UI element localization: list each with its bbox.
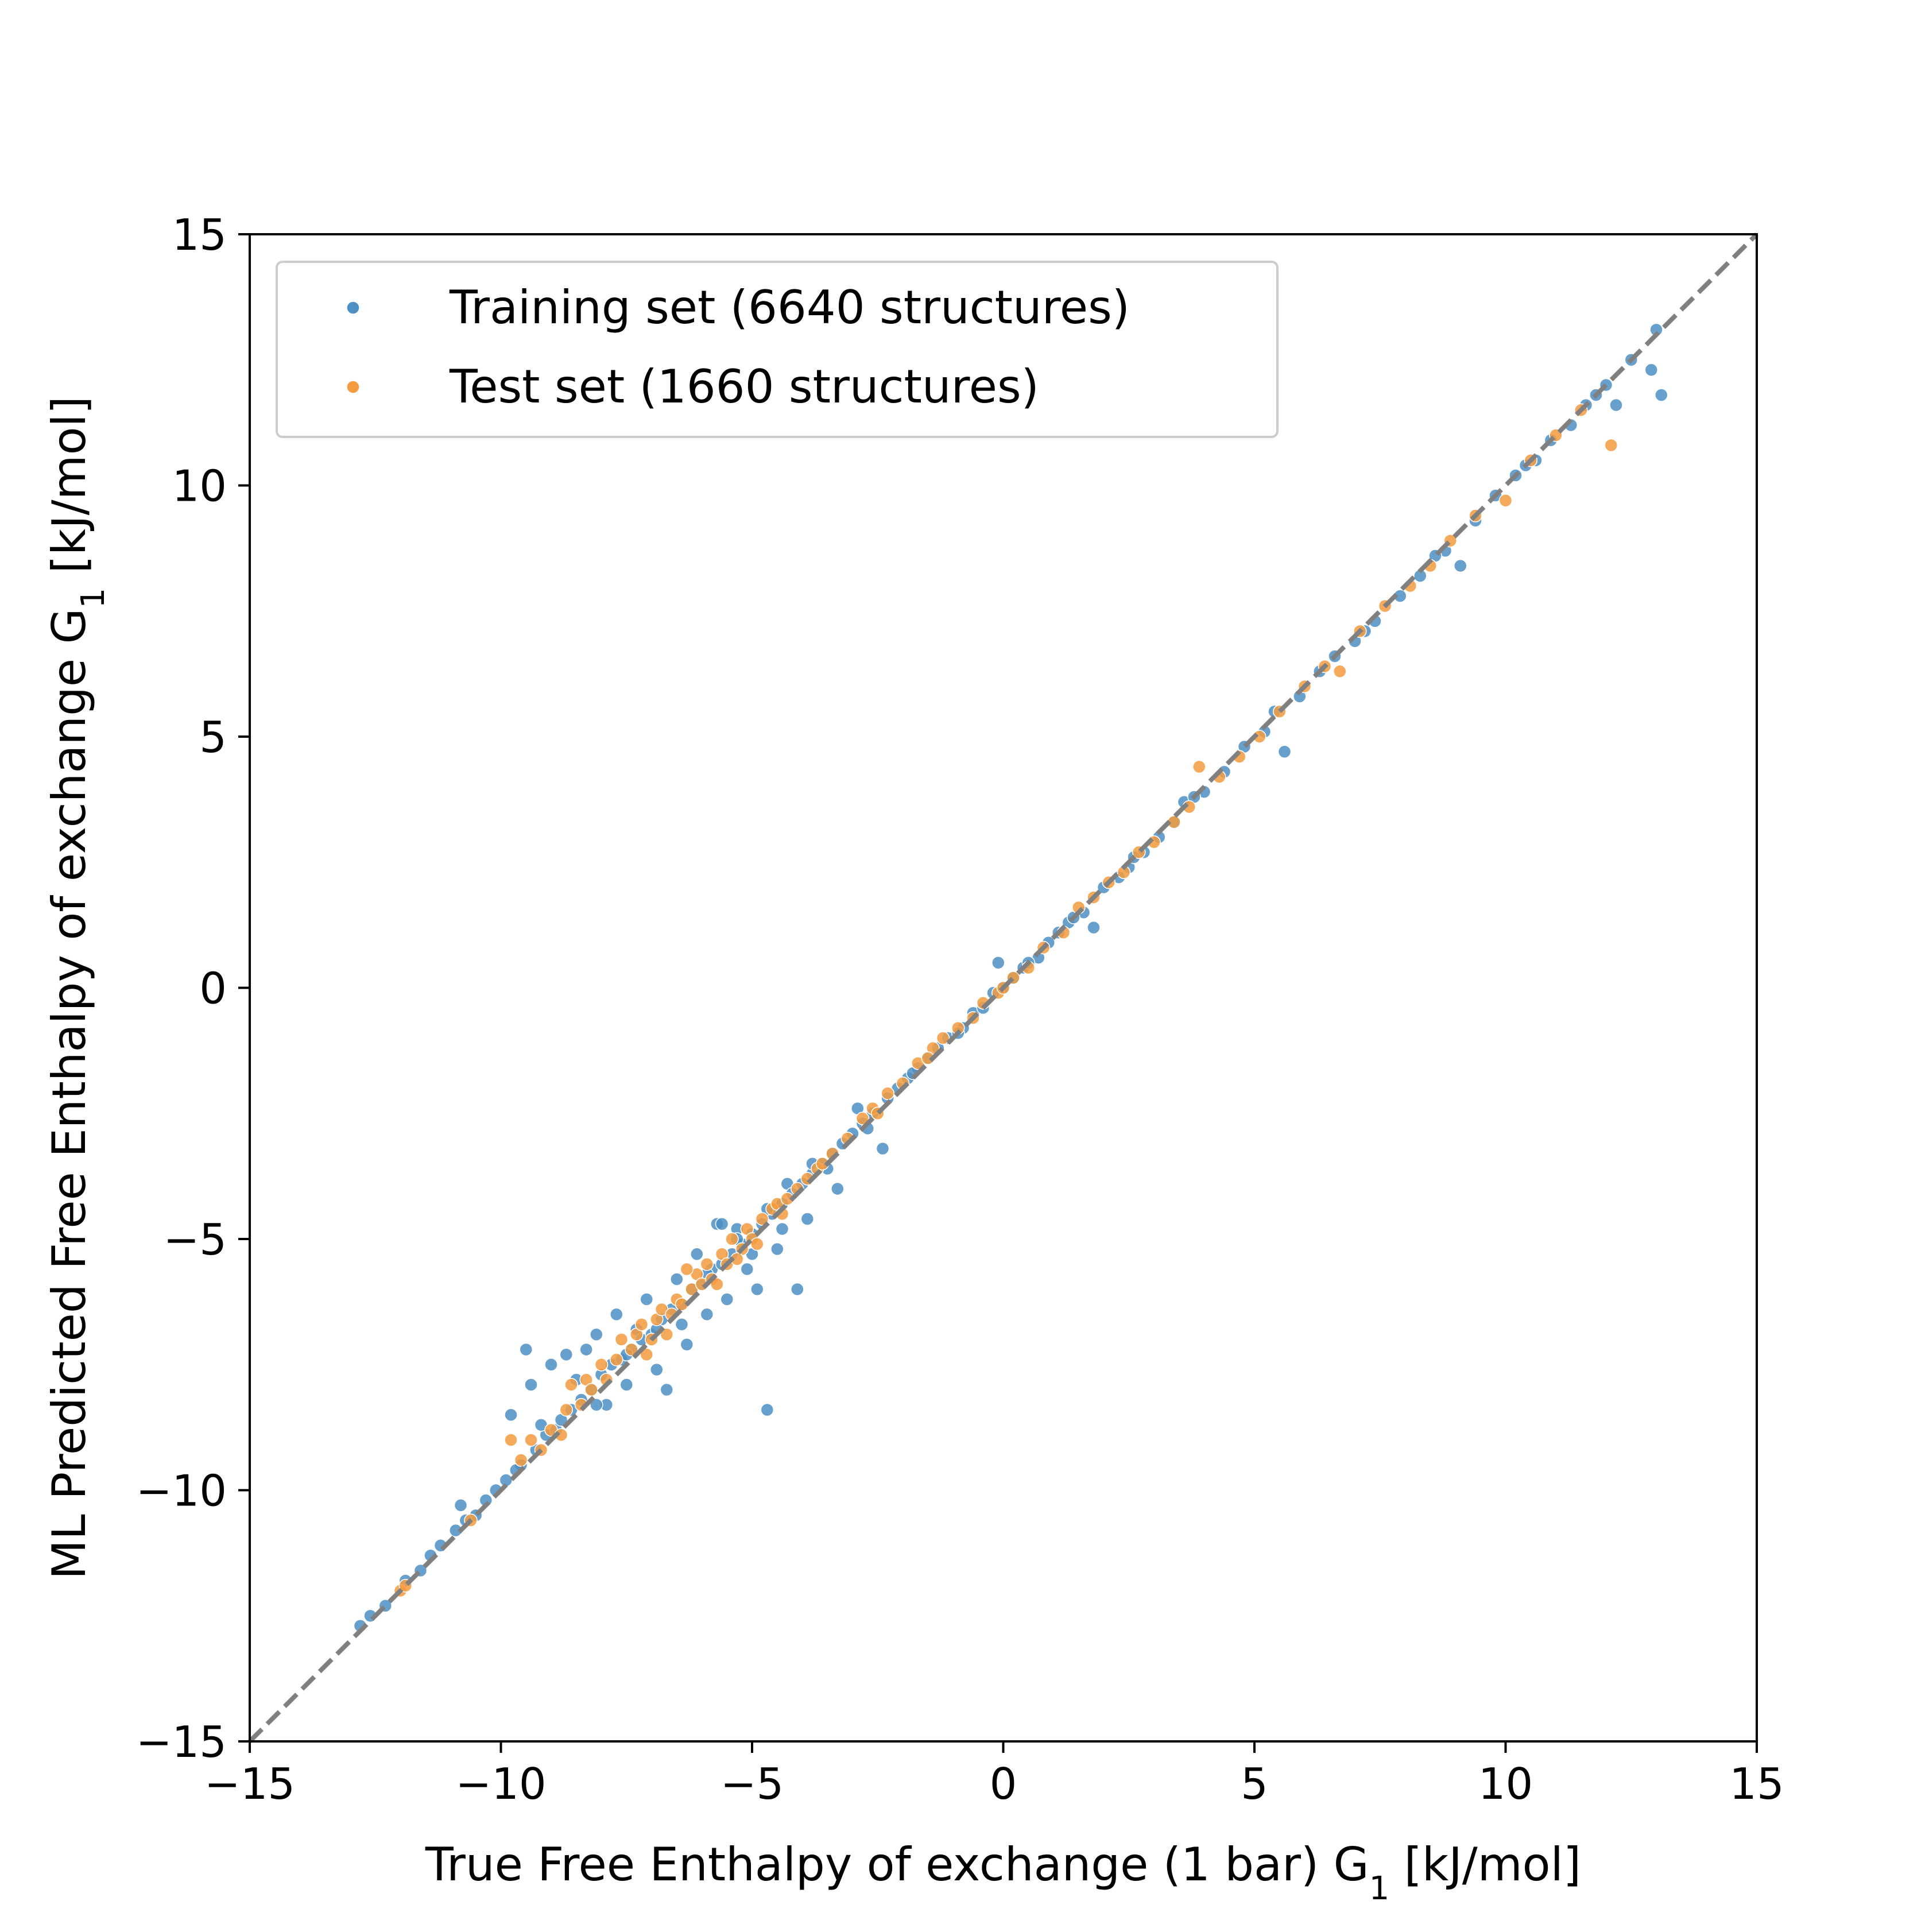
test-point [584,1383,598,1397]
training-point [640,1292,654,1306]
test-point [614,1333,629,1346]
y-tick-label: −5 [163,1214,227,1265]
training-point [590,1327,603,1342]
test-point [881,1086,894,1101]
training-point [544,1358,558,1372]
y-axis-label-subscript: 1 [75,588,112,609]
test-point [504,1433,518,1447]
y-axis-label: ML Predicted Free Enthalpy of exchange G… [42,396,112,1579]
legend: Training set (6640 structures) Test set … [276,261,1279,438]
test-point [514,1453,528,1467]
training-point [1644,363,1659,377]
y-axis-ticks: −15 −10 −5 0 5 10 15 [136,210,250,1767]
test-point [1604,438,1618,452]
y-tick-label: −10 [136,1466,227,1516]
y-tick-label: 5 [199,712,227,762]
training-point [775,1222,789,1236]
test-point [1192,760,1206,774]
test-point [750,1237,764,1251]
x-tick-label: −5 [721,1759,784,1809]
training-point [720,1292,734,1306]
training-point [1655,388,1668,402]
test-point [1498,494,1513,508]
test-point [634,1318,649,1331]
test-point [640,1348,654,1362]
training-point [1277,745,1292,759]
training-point [750,1282,764,1296]
y-tick-label: 15 [172,210,227,260]
test-point [755,1212,769,1226]
y-tick-label: 10 [172,461,227,512]
x-tick-label: 15 [1729,1759,1784,1809]
training-point [831,1182,845,1196]
y-tick-label: −15 [136,1717,227,1767]
training-point [670,1272,684,1286]
test-point [610,1353,623,1366]
y-tick-label: 0 [199,963,227,1014]
x-tick-label: −15 [204,1759,295,1809]
training-point [791,1282,804,1296]
training-point [740,1262,754,1276]
training-point [675,1318,689,1331]
test-point [1333,664,1347,678]
x-axis-ticks: −15 −10 −5 0 5 10 15 [204,1741,1784,1809]
test-point [855,1112,870,1125]
legend-label-training: Training set (6640 structures) [449,281,1130,334]
training-point [991,955,1005,970]
training-point [760,1403,774,1417]
test-point [564,1378,578,1392]
training-point [876,1141,890,1156]
training-point [619,1378,634,1392]
training-point [610,1307,623,1322]
training-point [1087,920,1101,935]
training-point [590,1398,603,1412]
identity-reference-line [248,233,1758,1743]
test-point [625,1342,638,1357]
test-point [524,1433,538,1447]
training-point [660,1383,674,1397]
training-point [1609,398,1623,412]
x-tick-label: 5 [1241,1759,1268,1809]
test-point [710,1277,724,1291]
test-point [594,1358,609,1372]
x-tick-label: 10 [1478,1759,1533,1809]
test-point [936,1031,950,1045]
training-point [800,1212,815,1226]
legend-marker-training [346,301,360,315]
training-point [715,1217,729,1231]
x-axis-label-subscript: 1 [1369,1870,1390,1907]
test-point [680,1262,694,1276]
legend-marker-test [346,380,360,394]
training-point [650,1362,664,1377]
training-point [504,1408,518,1422]
training-point [700,1307,714,1322]
training-point [519,1342,533,1357]
training-point [1454,559,1467,573]
test-point [559,1403,574,1417]
x-tick-label: −10 [455,1759,546,1809]
training-point [770,1242,784,1256]
x-axis-label: True Free Enthalpy of exchange (1 bar) G… [425,1838,1581,1907]
x-tick-label: 0 [990,1759,1017,1809]
test-point [725,1232,739,1246]
training-point [524,1378,538,1392]
legend-box [276,261,1279,438]
training-point [559,1348,574,1362]
training-point [579,1342,593,1357]
training-point [454,1499,468,1512]
test-point [700,1257,714,1271]
training-point [680,1338,694,1352]
training-point [690,1247,704,1261]
legend-label-test: Test set (1660 structures) [449,360,1039,413]
test-point [660,1327,674,1342]
